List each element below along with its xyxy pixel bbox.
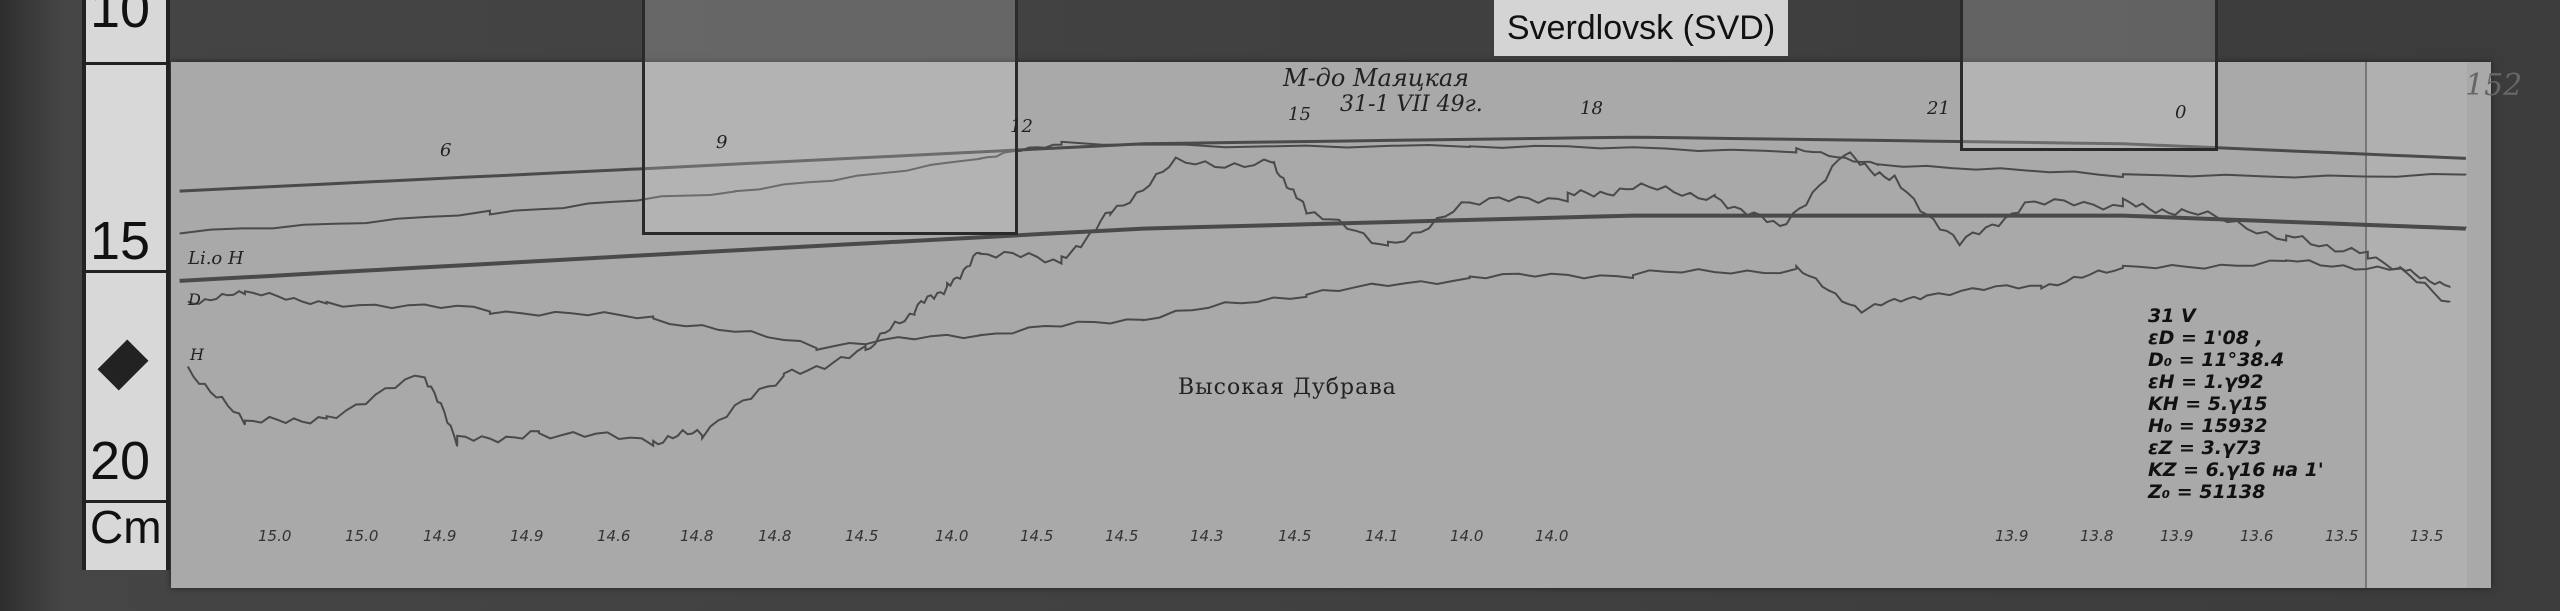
- header-date: 31-1 VII 49г.: [1340, 92, 1483, 117]
- hour-mark: 15: [1288, 104, 1311, 125]
- scale-value: 14.5: [1020, 527, 1054, 545]
- scale-value: 13.9: [1995, 527, 2029, 545]
- scale-value: 14.9: [510, 527, 544, 545]
- scale-value: 14.5: [1105, 527, 1139, 545]
- hour-mark: 9: [716, 132, 728, 153]
- trace-h: [186, 151, 2451, 448]
- constant-line: εH = 1.γ92: [2148, 371, 2264, 393]
- scale-value: 14.5: [1278, 527, 1312, 545]
- trace-label-d: D: [188, 290, 201, 309]
- scale-value: 14.0: [935, 527, 969, 545]
- constant-line: εD = 1'08 ,: [2148, 327, 2263, 349]
- constant-line: H₀ = 15932: [2148, 415, 2268, 437]
- transparent-overlay-left: [642, 0, 1018, 235]
- constant-line: Z₀ = 51138: [2148, 481, 2266, 503]
- baseline-lower: [179, 213, 2467, 283]
- hour-mark: 0: [2175, 102, 2187, 123]
- ruler-number: 10: [90, 0, 151, 39]
- trace-label-h: H: [190, 345, 204, 364]
- ruler-tick: [86, 62, 166, 65]
- ruler-number: 15: [90, 211, 151, 271]
- ruler-number: 20: [90, 431, 151, 491]
- transparent-overlay-right: [1960, 0, 2218, 151]
- header-observatory: М-до Маяцкая: [1283, 64, 1470, 92]
- scale-value: 14.0: [1450, 527, 1484, 545]
- scale-value: 14.3: [1190, 527, 1224, 545]
- scale-value: 14.5: [845, 527, 879, 545]
- constant-line: KH = 5.γ15: [2148, 393, 2268, 415]
- scale-value: 14.9: [423, 527, 457, 545]
- page-number: 152: [2465, 68, 2523, 103]
- scale-value: 14.8: [758, 527, 792, 545]
- scale-value: 13.9: [2160, 527, 2194, 545]
- ruler-tick: [86, 270, 166, 273]
- constant-line: 31 V: [2148, 305, 2196, 327]
- baseline-upper: [179, 135, 2466, 193]
- hour-mark: 6: [440, 140, 452, 161]
- constant-line: εZ = 3.γ73: [2148, 437, 2262, 459]
- hour-mark: 12: [1010, 116, 1033, 137]
- ruler-unit: Cm: [90, 501, 162, 553]
- scale-value: 14.8: [680, 527, 714, 545]
- scale-value: 13.5: [2325, 527, 2359, 545]
- scale-value: 13.6: [2240, 527, 2274, 545]
- constant-line: KZ = 6.γ16 на 1': [2148, 459, 2324, 481]
- station-label: Sverdlovsk (SVD): [1494, 0, 1788, 56]
- ruler-tick: [86, 500, 166, 503]
- scale-value: 14.0: [1535, 527, 1569, 545]
- hour-mark: 18: [1580, 98, 1603, 119]
- hour-mark: 21: [1927, 98, 1950, 119]
- trace-d: [179, 140, 2467, 235]
- diamond-marker-icon: [97, 339, 149, 391]
- scale-value: 13.5: [2410, 527, 2444, 545]
- scale-value: 14.6: [597, 527, 631, 545]
- scale-value: 13.8: [2080, 527, 2114, 545]
- scale-value: 15.0: [345, 527, 379, 545]
- constant-line: D₀ = 11°38.4: [2148, 349, 2285, 371]
- baseline-label: Li.o H: [188, 248, 244, 269]
- trace-z: [187, 259, 2451, 352]
- transparent-ruler-strip: [2365, 62, 2467, 588]
- station-name-handwritten: Высокая Дубрава: [1178, 375, 1397, 400]
- scale-value: 15.0: [258, 527, 292, 545]
- scale-value: 14.1: [1365, 527, 1399, 545]
- centimeter-ruler: 10 15 20 Cm: [82, 0, 170, 570]
